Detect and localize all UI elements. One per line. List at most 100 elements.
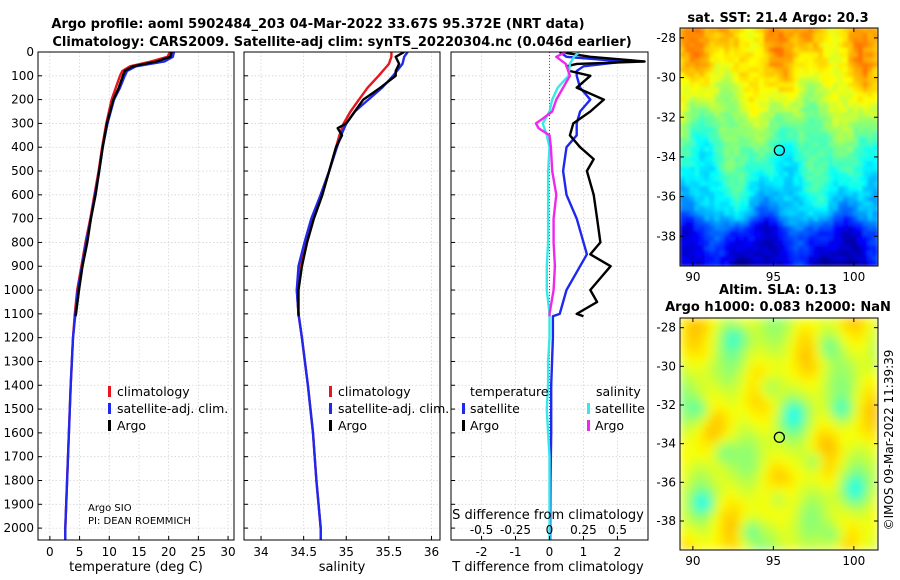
heatmap-cell bbox=[872, 32, 878, 39]
heatmap-cell bbox=[838, 211, 844, 217]
heatmap-cell bbox=[714, 47, 721, 54]
heatmap-cell bbox=[748, 92, 755, 98]
heatmap-cell bbox=[808, 67, 815, 74]
heatmap-cell bbox=[680, 32, 686, 39]
heatmap-cell bbox=[793, 225, 800, 232]
heatmap-cell bbox=[847, 250, 854, 257]
heatmap-cell bbox=[768, 414, 775, 420]
heatmap-cell bbox=[734, 318, 740, 324]
heatmap-cell bbox=[867, 37, 874, 44]
heatmap-cell bbox=[818, 77, 825, 84]
heatmap-cell bbox=[823, 255, 829, 262]
heatmap-cell bbox=[793, 126, 800, 133]
heatmap-cell bbox=[743, 116, 750, 123]
heatmap-cell bbox=[828, 409, 834, 416]
heatmap-cell bbox=[803, 336, 810, 343]
heatmap-cell bbox=[748, 32, 755, 39]
heatmap-cell bbox=[823, 32, 829, 39]
heatmap-cell bbox=[847, 370, 854, 377]
heatmap-cell bbox=[689, 322, 696, 329]
heatmap-cell bbox=[763, 235, 770, 242]
heatmap-cell bbox=[689, 535, 696, 541]
heatmap-cell bbox=[833, 186, 839, 193]
heatmap-cell bbox=[778, 351, 785, 358]
heatmap-cell bbox=[763, 106, 770, 113]
heatmap-cell bbox=[758, 62, 765, 69]
heatmap-cell bbox=[828, 146, 834, 153]
heatmap-cell bbox=[833, 166, 839, 173]
heatmap-cell bbox=[680, 457, 686, 464]
heatmap-cell bbox=[743, 186, 750, 193]
heatmap-cell bbox=[842, 351, 849, 358]
heatmap-cell bbox=[793, 428, 800, 435]
heatmap-cell bbox=[758, 332, 765, 338]
heatmap-cell bbox=[729, 136, 735, 143]
ytick-label: 1500 bbox=[3, 402, 34, 416]
heatmap-cell bbox=[867, 481, 874, 488]
heatmap-cell bbox=[783, 452, 790, 459]
heatmap-cell bbox=[808, 101, 815, 108]
heatmap-cell bbox=[813, 375, 820, 382]
heatmap-cell bbox=[719, 394, 726, 401]
heatmap-cell bbox=[734, 327, 740, 333]
heatmap-cell bbox=[680, 443, 686, 449]
heatmap-cell bbox=[783, 121, 790, 128]
heatmap-cell bbox=[813, 462, 820, 469]
heatmap-cell bbox=[714, 351, 721, 358]
heatmap-cell bbox=[680, 419, 686, 425]
heatmap-cell bbox=[808, 394, 815, 401]
heatmap-cell bbox=[872, 491, 878, 498]
heatmap-cell bbox=[748, 72, 755, 79]
heatmap-cell bbox=[872, 394, 878, 401]
heatmap-cell bbox=[704, 67, 711, 74]
heatmap-cell bbox=[823, 327, 829, 333]
heatmap-cell bbox=[828, 47, 834, 54]
heatmap-cell bbox=[768, 260, 775, 266]
heatmap-cell bbox=[842, 181, 849, 188]
heatmap-cell bbox=[763, 322, 770, 329]
heatmap-cell bbox=[704, 101, 711, 108]
heatmap-cell bbox=[862, 225, 869, 232]
heatmap-cell bbox=[768, 255, 775, 262]
heatmap-cell bbox=[694, 448, 701, 454]
heatmap-cell bbox=[818, 235, 825, 242]
heatmap-cell bbox=[768, 211, 775, 217]
heatmap-cell bbox=[793, 42, 800, 49]
heatmap-cell bbox=[680, 365, 686, 372]
heatmap-cell bbox=[763, 97, 770, 103]
heatmap-cell bbox=[813, 428, 820, 435]
heatmap-cell bbox=[783, 42, 790, 49]
heatmap-cell bbox=[753, 491, 760, 498]
heatmap-cell bbox=[818, 390, 825, 396]
heatmap-cell bbox=[773, 404, 780, 411]
heatmap-cell bbox=[694, 211, 701, 217]
heatmap-cell bbox=[803, 365, 810, 372]
heatmap-cell bbox=[872, 525, 878, 532]
heatmap-cell bbox=[719, 525, 726, 532]
heatmap-cell bbox=[729, 101, 735, 108]
heatmap-cell bbox=[818, 409, 825, 416]
heatmap-cell bbox=[734, 260, 740, 266]
heatmap-cell bbox=[753, 87, 760, 93]
heatmap-cell bbox=[857, 530, 864, 536]
heatmap-cell bbox=[847, 419, 854, 425]
heatmap-cell bbox=[680, 161, 686, 168]
heatmap-cell bbox=[743, 423, 750, 430]
heatmap-cell bbox=[808, 166, 815, 173]
heatmap-cell bbox=[709, 428, 716, 435]
heatmap-cell bbox=[773, 409, 780, 416]
heatmap-cell bbox=[684, 346, 691, 353]
heatmap-cell bbox=[823, 438, 829, 445]
heatmap-cell bbox=[699, 394, 706, 401]
heatmap-cell bbox=[828, 72, 834, 79]
heatmap-cell bbox=[739, 332, 745, 338]
heatmap-cell bbox=[862, 365, 869, 372]
heatmap-cell bbox=[748, 520, 755, 527]
heatmap-cell bbox=[709, 62, 716, 69]
heatmap-cell bbox=[684, 318, 691, 324]
heatmap-cell bbox=[852, 525, 859, 532]
heatmap-cell bbox=[714, 419, 721, 425]
heatmap-cell bbox=[803, 116, 810, 123]
heatmap-cell bbox=[818, 452, 825, 459]
heatmap-cell bbox=[684, 97, 691, 103]
